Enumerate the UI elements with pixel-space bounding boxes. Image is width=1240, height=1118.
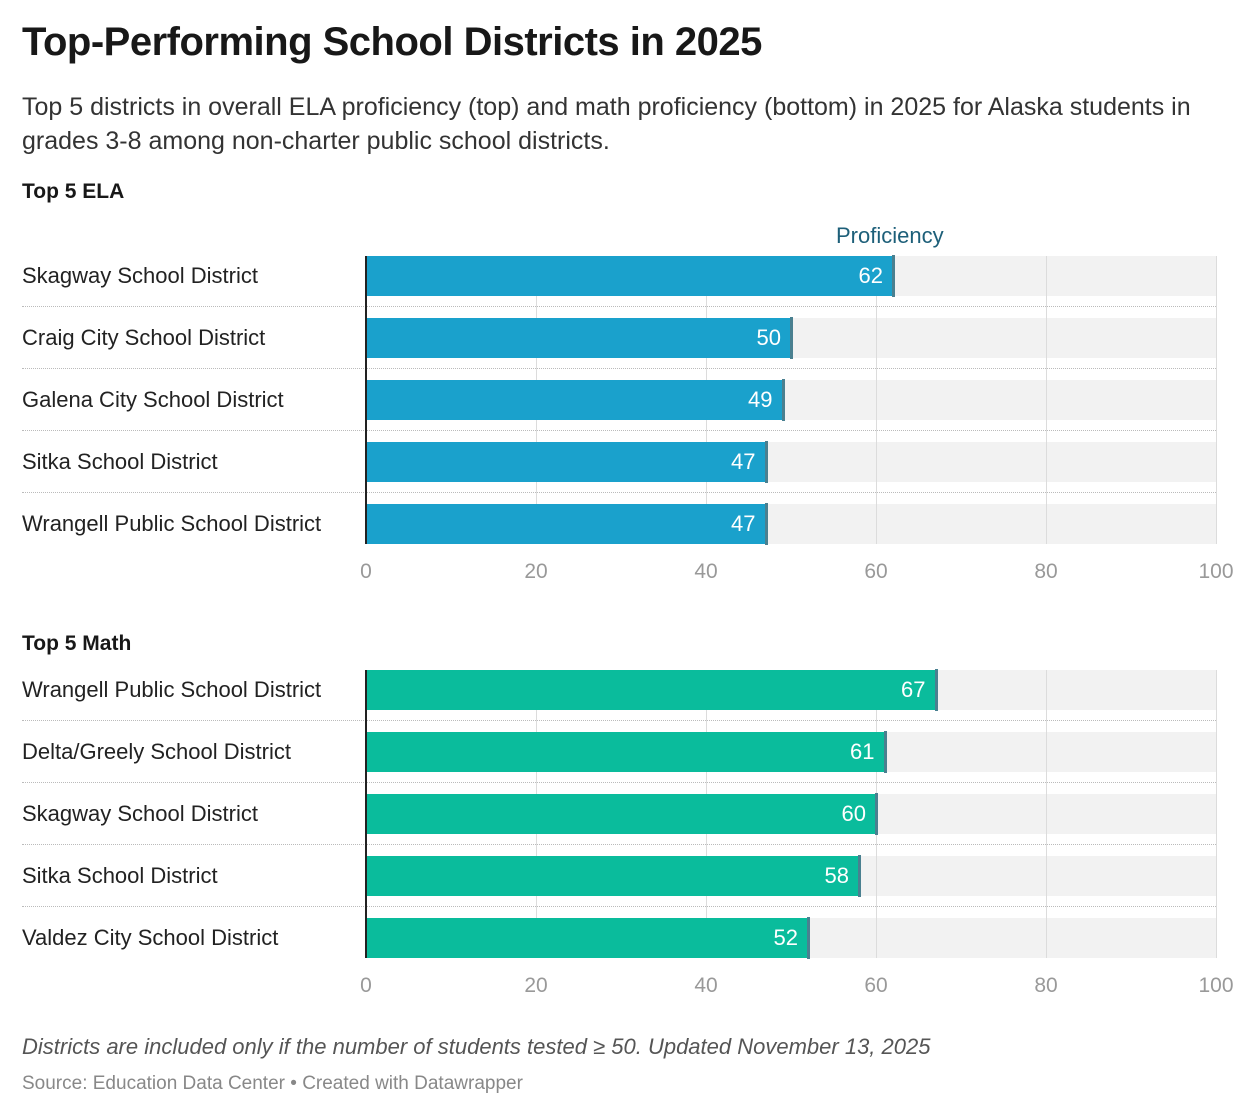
data-label: 61: [850, 739, 875, 764]
category-label: Sitka School District: [22, 449, 218, 474]
category-label: Skagway School District: [22, 801, 258, 826]
category-label: Wrangell Public School District: [22, 677, 322, 702]
row-separator: [22, 430, 1216, 431]
bar: [366, 856, 859, 896]
category-label: Wrangell Public School District: [22, 511, 322, 536]
bar: [366, 256, 893, 296]
row-separator: [22, 368, 1216, 369]
bar-end-marker: [790, 317, 793, 359]
section-title-math: Top 5 Math: [22, 632, 132, 655]
gridline: [1216, 256, 1217, 544]
category-label: Craig City School District: [22, 325, 266, 350]
row-separator: [22, 306, 1216, 307]
source-credit: Source: Education Data Center • Created …: [22, 1073, 523, 1094]
category-label: Sitka School District: [22, 863, 218, 888]
axis-tick-label: 60: [864, 974, 888, 997]
bar: [366, 794, 876, 834]
bar-end-marker: [764, 503, 768, 545]
row-separator: [22, 492, 1216, 493]
axis-tick-label: 0: [360, 974, 372, 997]
data-label: 52: [773, 925, 798, 950]
row-separator: [22, 720, 1216, 721]
category-label: Galena City School District: [22, 387, 284, 412]
bar-end-marker: [858, 855, 861, 897]
data-label: 62: [858, 263, 883, 288]
footnote: Districts are included only if the numbe…: [22, 1034, 931, 1059]
row-separator: [22, 844, 1216, 845]
axis-tick-label: 80: [1034, 974, 1058, 997]
data-label: 60: [841, 801, 866, 826]
data-label: 67: [901, 677, 926, 702]
bar: [366, 732, 885, 772]
section-title-ela: Top 5 ELA: [22, 180, 125, 203]
gridline: [1046, 256, 1047, 544]
axis-tick-label: 100: [1198, 560, 1234, 583]
category-label: Delta/Greely School District: [22, 739, 291, 764]
category-label: Skagway School District: [22, 263, 258, 288]
bar: [366, 918, 808, 958]
row-separator: [22, 906, 1216, 907]
bar-end-marker: [781, 379, 785, 421]
data-label: 49: [748, 387, 773, 412]
data-label: 50: [756, 325, 781, 350]
gridline: [1216, 670, 1217, 958]
bar: [366, 318, 791, 358]
axis-tick-label: 80: [1034, 560, 1058, 583]
bar-end-marker: [934, 669, 938, 711]
data-label: 47: [731, 511, 756, 536]
axis-tick-label: 100: [1198, 974, 1234, 997]
axis-tick-label: 20: [524, 560, 548, 583]
axis-tick-label: 40: [694, 974, 718, 997]
gridline: [876, 256, 877, 544]
category-label: Valdez City School District: [22, 925, 279, 950]
bar: [366, 380, 783, 420]
bar-end-marker: [764, 441, 768, 483]
column-header: Proficiency: [836, 223, 944, 248]
bar: [366, 670, 936, 710]
gridline: [1046, 670, 1047, 958]
chart-subtitle: Top 5 districts in overall ELA proficien…: [22, 93, 1191, 155]
axis-tick-label: 60: [864, 560, 888, 583]
axis-tick-label: 40: [694, 560, 718, 583]
axis-baseline: [365, 670, 367, 958]
bar: [366, 442, 766, 482]
axis-tick-label: 0: [360, 560, 372, 583]
row-separator: [22, 782, 1216, 783]
bar: [366, 504, 766, 544]
bar-end-marker: [883, 731, 887, 773]
chart-title: Top-Performing School Districts in 2025: [22, 20, 762, 64]
bar-end-marker: [807, 917, 810, 959]
axis-tick-label: 20: [524, 974, 548, 997]
data-label: 47: [731, 449, 756, 474]
bar-end-marker: [892, 255, 895, 297]
bar-end-marker: [875, 793, 878, 835]
data-label: 58: [824, 863, 849, 888]
axis-baseline: [365, 256, 367, 544]
